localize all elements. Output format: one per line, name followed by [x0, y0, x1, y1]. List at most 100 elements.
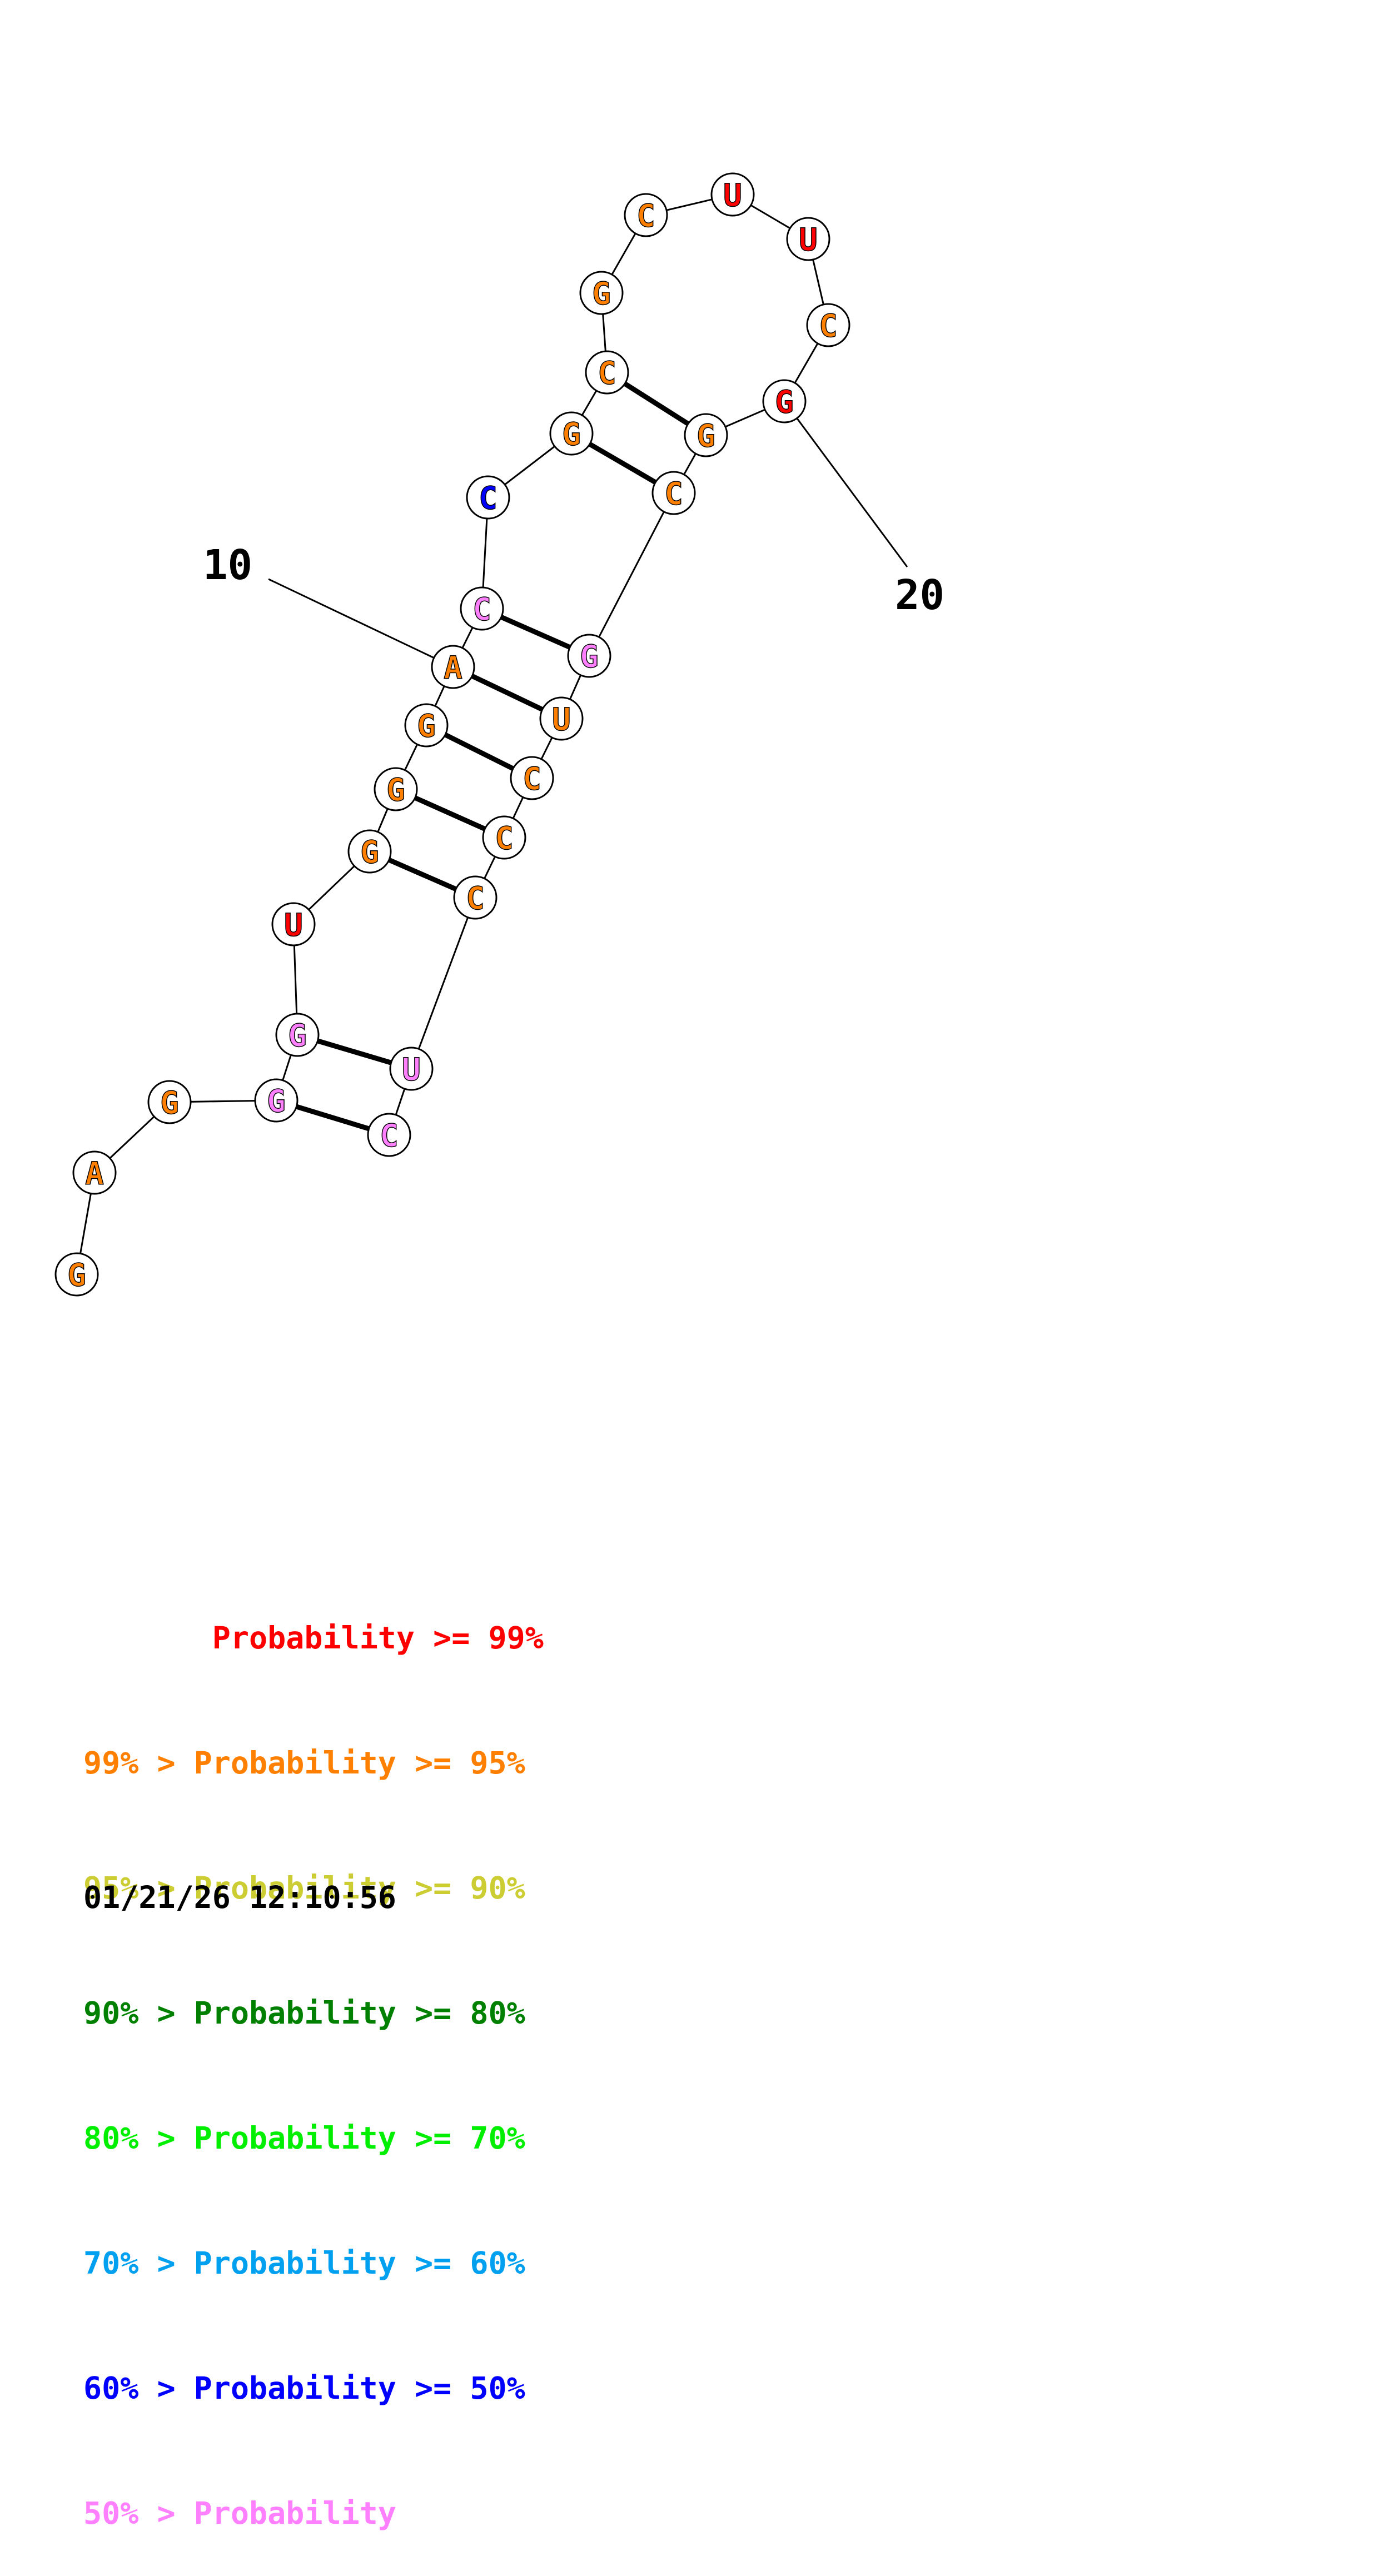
nucleotide-base: C [479, 481, 498, 517]
nucleotide: C [806, 303, 850, 347]
position-label: 20 [895, 571, 944, 619]
nucleotide-circle [374, 767, 418, 811]
nucleotide-base: C [636, 198, 655, 235]
nucleotide-base: G [417, 709, 436, 745]
nucleotide-circle [510, 756, 554, 800]
nucleotide: G [579, 271, 624, 315]
nucleotide-circle [539, 696, 584, 741]
nucleotide: G [549, 411, 594, 456]
nucleotide-circle [585, 350, 629, 395]
nucleotide: G [684, 413, 728, 457]
nucleotide-circle [367, 1113, 411, 1157]
legend-entry: 60% > Probability >= 50% [83, 2370, 525, 2406]
nucleotide: U [271, 902, 316, 946]
nucleotide-base: G [267, 1084, 286, 1120]
nucleotide: G [404, 703, 449, 748]
nucleotide-circle [624, 193, 668, 237]
nucleotide-base: C [466, 881, 485, 917]
nucleotide-base: A [444, 650, 462, 686]
nucleotide-circle [147, 1080, 192, 1124]
nucleotide-base: C [664, 476, 683, 512]
position-label-leader [783, 401, 908, 567]
legend-entry: Probability >= 99% [83, 1620, 544, 1656]
nucleotide-base: G [288, 1018, 307, 1054]
nucleotide: A [431, 645, 475, 689]
timestamp: 01/21/26 12:10:56 [83, 1880, 396, 1915]
nucleotide: U [539, 696, 584, 741]
nucleotide-circle [404, 703, 449, 748]
nucleotide-circle [549, 411, 594, 456]
nucleotide: C [651, 471, 696, 515]
nucleotide-circle [786, 217, 830, 261]
nucleotide-circle [482, 815, 526, 860]
nucleotide-circle [275, 1013, 320, 1057]
nucleotide: U [389, 1047, 434, 1091]
nucleotide-base: U [799, 222, 818, 258]
probability-legend: Probability >= 99% 99% > Probability >= … [83, 1534, 544, 2576]
position-labels: 10 20 [203, 401, 944, 668]
nucleotide-base: G [562, 417, 581, 453]
nucleotide-circle [460, 586, 504, 631]
legend-entry: 90% > Probability >= 80% [83, 1995, 525, 2031]
nucleotide: G [275, 1013, 320, 1057]
legend-entry: 80% > Probability >= 70% [83, 2120, 525, 2156]
nucleotide: C [460, 586, 504, 631]
backbone-segment [588, 492, 675, 656]
nucleotide-circle [579, 271, 624, 315]
nucleotide-circle [431, 645, 475, 689]
nucleotide-base: G [67, 1258, 86, 1294]
legend-entry: 99% > Probability >= 95% [83, 1745, 525, 1781]
nucleotide: C [367, 1113, 411, 1157]
nucleotide-base: G [775, 385, 794, 421]
nucleotide-circle [762, 379, 807, 423]
nucleotide-circle [347, 829, 392, 874]
position-label-leader [268, 578, 454, 668]
nucleotide: A [72, 1150, 117, 1195]
nucleotide: G [54, 1252, 99, 1297]
nucleotide: G [567, 634, 611, 678]
nucleotide-circle [466, 475, 510, 520]
nucleotide: G [254, 1078, 299, 1123]
nucleotide-base: C [598, 356, 616, 392]
nucleotide-base: U [402, 1052, 421, 1088]
nucleotide: G [147, 1080, 192, 1124]
nucleotide-base: G [592, 276, 611, 312]
nucleotide-base: A [85, 1156, 104, 1192]
nucleotide-circle [72, 1150, 117, 1195]
nucleotide-base: C [380, 1118, 399, 1154]
nucleotide: C [585, 350, 629, 395]
nucleotide-base: G [360, 835, 379, 871]
nucleotide-base: C [523, 761, 541, 798]
nucleotide-base: U [552, 702, 571, 738]
nucleotide-base: G [386, 773, 405, 809]
nucleotide-base: G [160, 1085, 179, 1122]
nucleotide-base: C [819, 308, 838, 345]
nucleotide-circle [567, 634, 611, 678]
nucleotide: C [510, 756, 554, 800]
nucleotide: C [482, 815, 526, 860]
nucleotide: U [786, 217, 830, 261]
nucleotide: C [453, 875, 498, 920]
nucleotide-base: C [495, 821, 514, 857]
nucleotide: G [762, 379, 807, 423]
nucleotide-base: U [723, 178, 742, 214]
nucleotide-circle [806, 303, 850, 347]
legend-entry: 70% > Probability >= 60% [83, 2245, 525, 2281]
legend-entry: 95% > Probability >= 90% [83, 1870, 525, 1906]
nucleotide: U [710, 172, 755, 217]
nucleotide-base: U [284, 908, 303, 944]
nucleotide-circle [710, 172, 755, 217]
nucleotide-base: C [472, 592, 491, 628]
nucleotide-circle [453, 875, 498, 920]
nucleotide-base: G [697, 418, 715, 455]
nucleotide-circle [651, 471, 696, 515]
backbone-segment [410, 897, 476, 1069]
nucleotide-circle [271, 902, 316, 946]
nucleotide-circle [389, 1047, 434, 1091]
nucleotide-circle [254, 1078, 299, 1123]
nucleotide: C [466, 475, 510, 520]
position-label: 10 [203, 541, 252, 589]
backbone-lines [76, 193, 829, 1275]
